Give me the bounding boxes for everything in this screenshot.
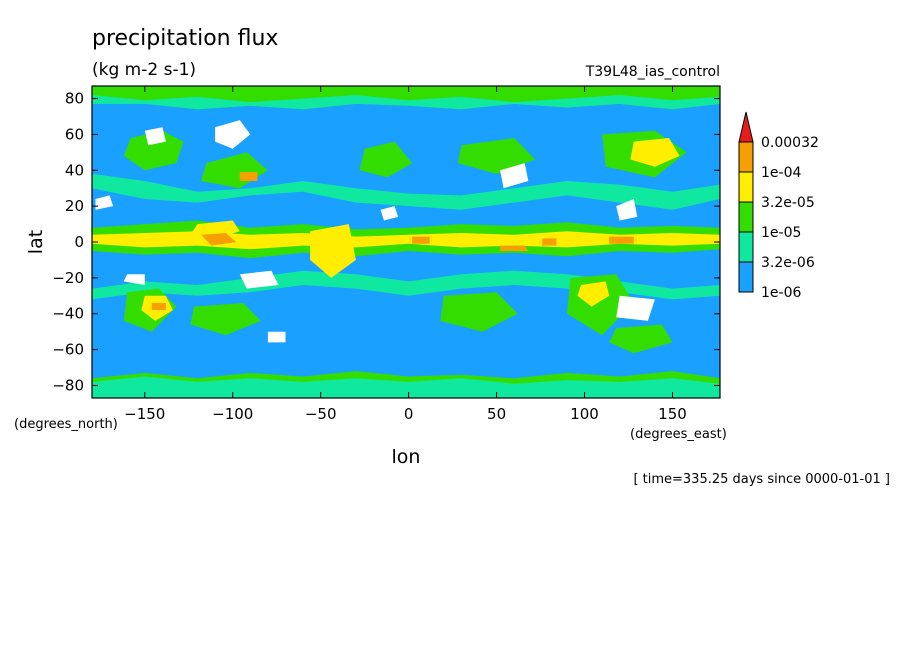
contour-region-18	[92, 231, 720, 250]
colorbar-label: 3.2e-05	[761, 195, 815, 211]
contour-region-17	[92, 86, 720, 92]
contour-region-5	[92, 376, 720, 398]
contour-region-39	[123, 274, 145, 285]
y-tick-label: 0	[74, 233, 84, 251]
contour-region-26	[412, 236, 430, 244]
contour-region-16	[609, 324, 673, 354]
colorbar-swatch	[738, 231, 754, 263]
contour-region-20	[310, 224, 356, 278]
colorbar-label: 0.00032	[761, 135, 819, 151]
y-tick-label: −20	[52, 269, 84, 287]
y-tick-label: −80	[52, 376, 84, 394]
colorbar-extension	[738, 111, 754, 143]
units-label: (kg m-2 s-1)	[92, 60, 196, 80]
x-tick-label: 100	[570, 405, 599, 423]
x-tick-label: 50	[487, 405, 506, 423]
colorbar-label: 3.2e-06	[761, 255, 815, 271]
x-unit-label: (degrees_east)	[630, 427, 727, 442]
contour-region-14	[440, 292, 518, 332]
contour-region-35	[500, 163, 529, 189]
contour-region-32	[144, 127, 166, 146]
contour-region-34	[616, 295, 655, 321]
y-tick-label: 60	[65, 125, 84, 143]
contour-region-24	[201, 233, 237, 246]
contour-region-3	[92, 270, 720, 300]
colorbar-label: 1e-05	[761, 225, 801, 241]
contour-region-7	[123, 130, 184, 171]
contour-region-9	[359, 141, 413, 178]
x-axis-label: lon	[392, 446, 421, 468]
x-axis: −150 −100 −50 0 50 100 150	[124, 86, 687, 423]
contour-region-25	[239, 172, 258, 181]
chart-title: precipitation flux	[92, 26, 278, 51]
colorbar-swatch	[738, 141, 754, 173]
y-tick-label: −40	[52, 305, 84, 323]
y-tick-label: −60	[52, 341, 84, 359]
contour-region-10	[457, 138, 536, 174]
x-tick-label: −150	[124, 405, 165, 423]
colorbar-swatch	[738, 171, 754, 203]
contour-region-31	[215, 120, 251, 149]
contour-region-37	[616, 199, 638, 221]
colorbar-legend: 0.00032 1e-04 3.2e-05 1e-05 3.2e-06 1e-06	[738, 111, 819, 301]
contour-region-27	[500, 245, 529, 251]
colorbar-swatch	[738, 261, 754, 293]
run-label: T39L48_ias_control	[585, 64, 720, 80]
y-tick-label: 80	[65, 90, 84, 108]
contour-region-21	[630, 138, 680, 167]
x-tick-label: −100	[212, 405, 253, 423]
y-unit-label: (degrees_north)	[14, 417, 118, 432]
y-tick-label: 40	[65, 161, 84, 179]
contour-fields	[92, 86, 720, 398]
colorbar-label: 1e-04	[761, 165, 801, 181]
contour-region-23	[577, 281, 610, 307]
y-axis: 80 60 40 20 0 −20 −40 −60 −80	[52, 90, 720, 394]
x-tick-label: 0	[404, 405, 414, 423]
contour-region-30	[151, 303, 166, 311]
contour-region-29	[609, 236, 634, 244]
colorbar-label: 1e-06	[761, 285, 801, 301]
colorbar-swatch	[738, 201, 754, 233]
x-tick-label: 150	[658, 405, 687, 423]
contour-region-40	[267, 331, 286, 343]
y-tick-label: 20	[65, 197, 84, 215]
contour-region-2	[92, 173, 720, 210]
contour-region-33	[239, 270, 279, 289]
x-tick-label: −50	[305, 405, 337, 423]
y-axis-label: lat	[25, 230, 47, 254]
contour-region-36	[380, 206, 399, 221]
contour-region-19	[190, 220, 240, 239]
contour-region-4	[92, 95, 720, 110]
contour-region-38	[95, 195, 114, 210]
contour-region-28	[542, 238, 557, 246]
contour-region-13	[190, 303, 261, 336]
time-label: [ time=335.25 days since 0000-01-01 ]	[633, 472, 890, 487]
